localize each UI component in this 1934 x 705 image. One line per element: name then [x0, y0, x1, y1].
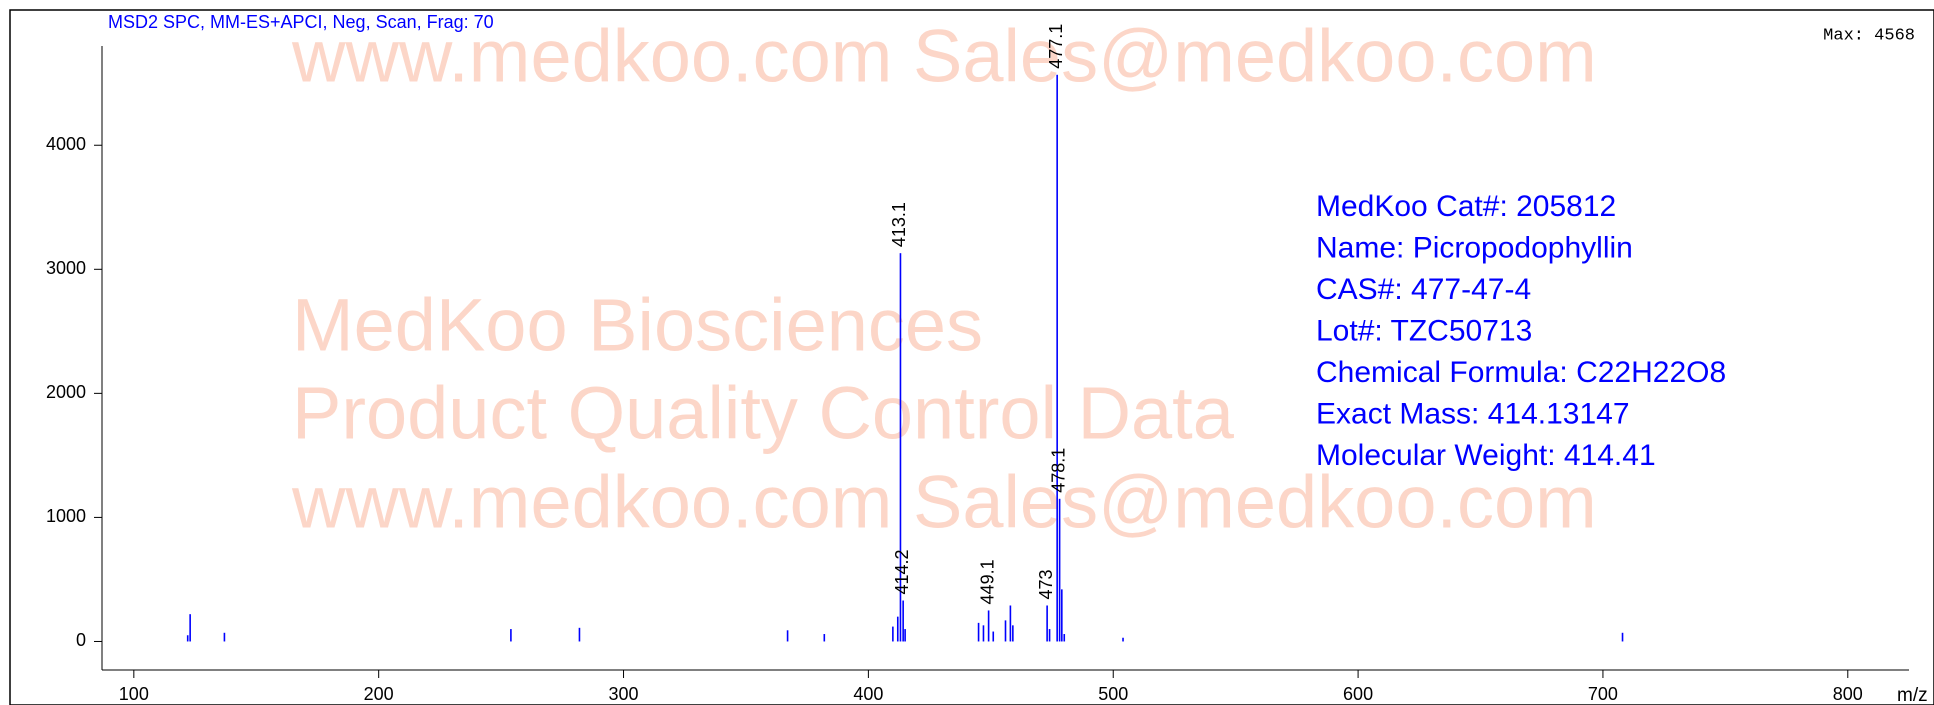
watermark: Product Quality Control Data [292, 372, 1235, 455]
x-tick-label: 500 [1098, 684, 1128, 704]
peak [786, 630, 789, 642]
peak [987, 610, 990, 642]
peak [1063, 634, 1066, 642]
info-line: MedKoo Cat#: 205812 [1316, 190, 1616, 223]
watermark: www.medkoo.com Sales@medkoo.com [291, 15, 1597, 98]
x-axis-label: m/z [1897, 685, 1928, 705]
y-tick-label: 4000 [46, 134, 86, 154]
peak [1058, 498, 1061, 642]
peak-label: 477.1 [1046, 24, 1066, 69]
y-tick-label: 1000 [46, 506, 86, 526]
peak [902, 600, 904, 642]
peak [510, 629, 512, 642]
peak [904, 629, 906, 642]
peak [1048, 629, 1051, 642]
peak [896, 616, 899, 642]
peak [992, 631, 995, 642]
peak [578, 627, 581, 642]
peak [189, 614, 191, 642]
watermark: MedKoo Biosciences [292, 284, 983, 367]
frame [9, 9, 1934, 705]
watermark: www.medkoo.com Sales@medkoo.com [291, 461, 1597, 544]
y-tick-label: 3000 [46, 258, 86, 278]
peak [977, 622, 980, 642]
info-line: Chemical Formula: C22H22O8 [1316, 356, 1726, 389]
peak [223, 632, 226, 642]
info-line: Exact Mass: 414.13147 [1316, 397, 1630, 430]
x-tick-label: 800 [1833, 684, 1863, 704]
peak [982, 625, 985, 642]
peak [1012, 625, 1014, 642]
x-tick-label: 400 [853, 684, 883, 704]
y-tick-label: 2000 [46, 382, 86, 402]
peak [1056, 74, 1058, 642]
peak [1004, 620, 1007, 642]
peak [823, 634, 826, 642]
peak-label: 478.1 [1048, 448, 1068, 493]
x-tick-label: 300 [609, 684, 639, 704]
x-tick-label: 200 [364, 684, 394, 704]
peak [1061, 589, 1063, 642]
info-line: CAS#: 477-47-4 [1316, 273, 1531, 306]
peak-label: 414.2 [892, 549, 912, 594]
x-tick-label: 600 [1343, 684, 1373, 704]
peak [892, 626, 894, 642]
peak [1009, 605, 1012, 642]
peak [1621, 632, 1624, 642]
max-label: Max: 4568 [1823, 26, 1915, 45]
peak [1046, 605, 1048, 642]
info-line: Molecular Weight: 414.41 [1316, 439, 1656, 472]
x-tick-label: 700 [1588, 684, 1618, 704]
peak-label: 473 [1036, 569, 1056, 599]
info-line: Lot#: TZC50713 [1316, 314, 1532, 347]
info-line: Name: Picropodophyllin [1316, 231, 1633, 264]
x-tick-label: 100 [119, 684, 149, 704]
watermark-group: www.medkoo.com Sales@medkoo.com MedKoo Bi… [291, 15, 1597, 544]
peak-label: 413.1 [889, 202, 909, 247]
peak [186, 635, 189, 642]
y-tick-label: 0 [76, 630, 86, 650]
peak [899, 253, 902, 642]
peak-label: 449.1 [977, 559, 997, 604]
peak [1122, 637, 1124, 642]
header: MSD2 SPC, MM-ES+APCI, Neg, Scan, Frag: 7… [108, 12, 494, 32]
